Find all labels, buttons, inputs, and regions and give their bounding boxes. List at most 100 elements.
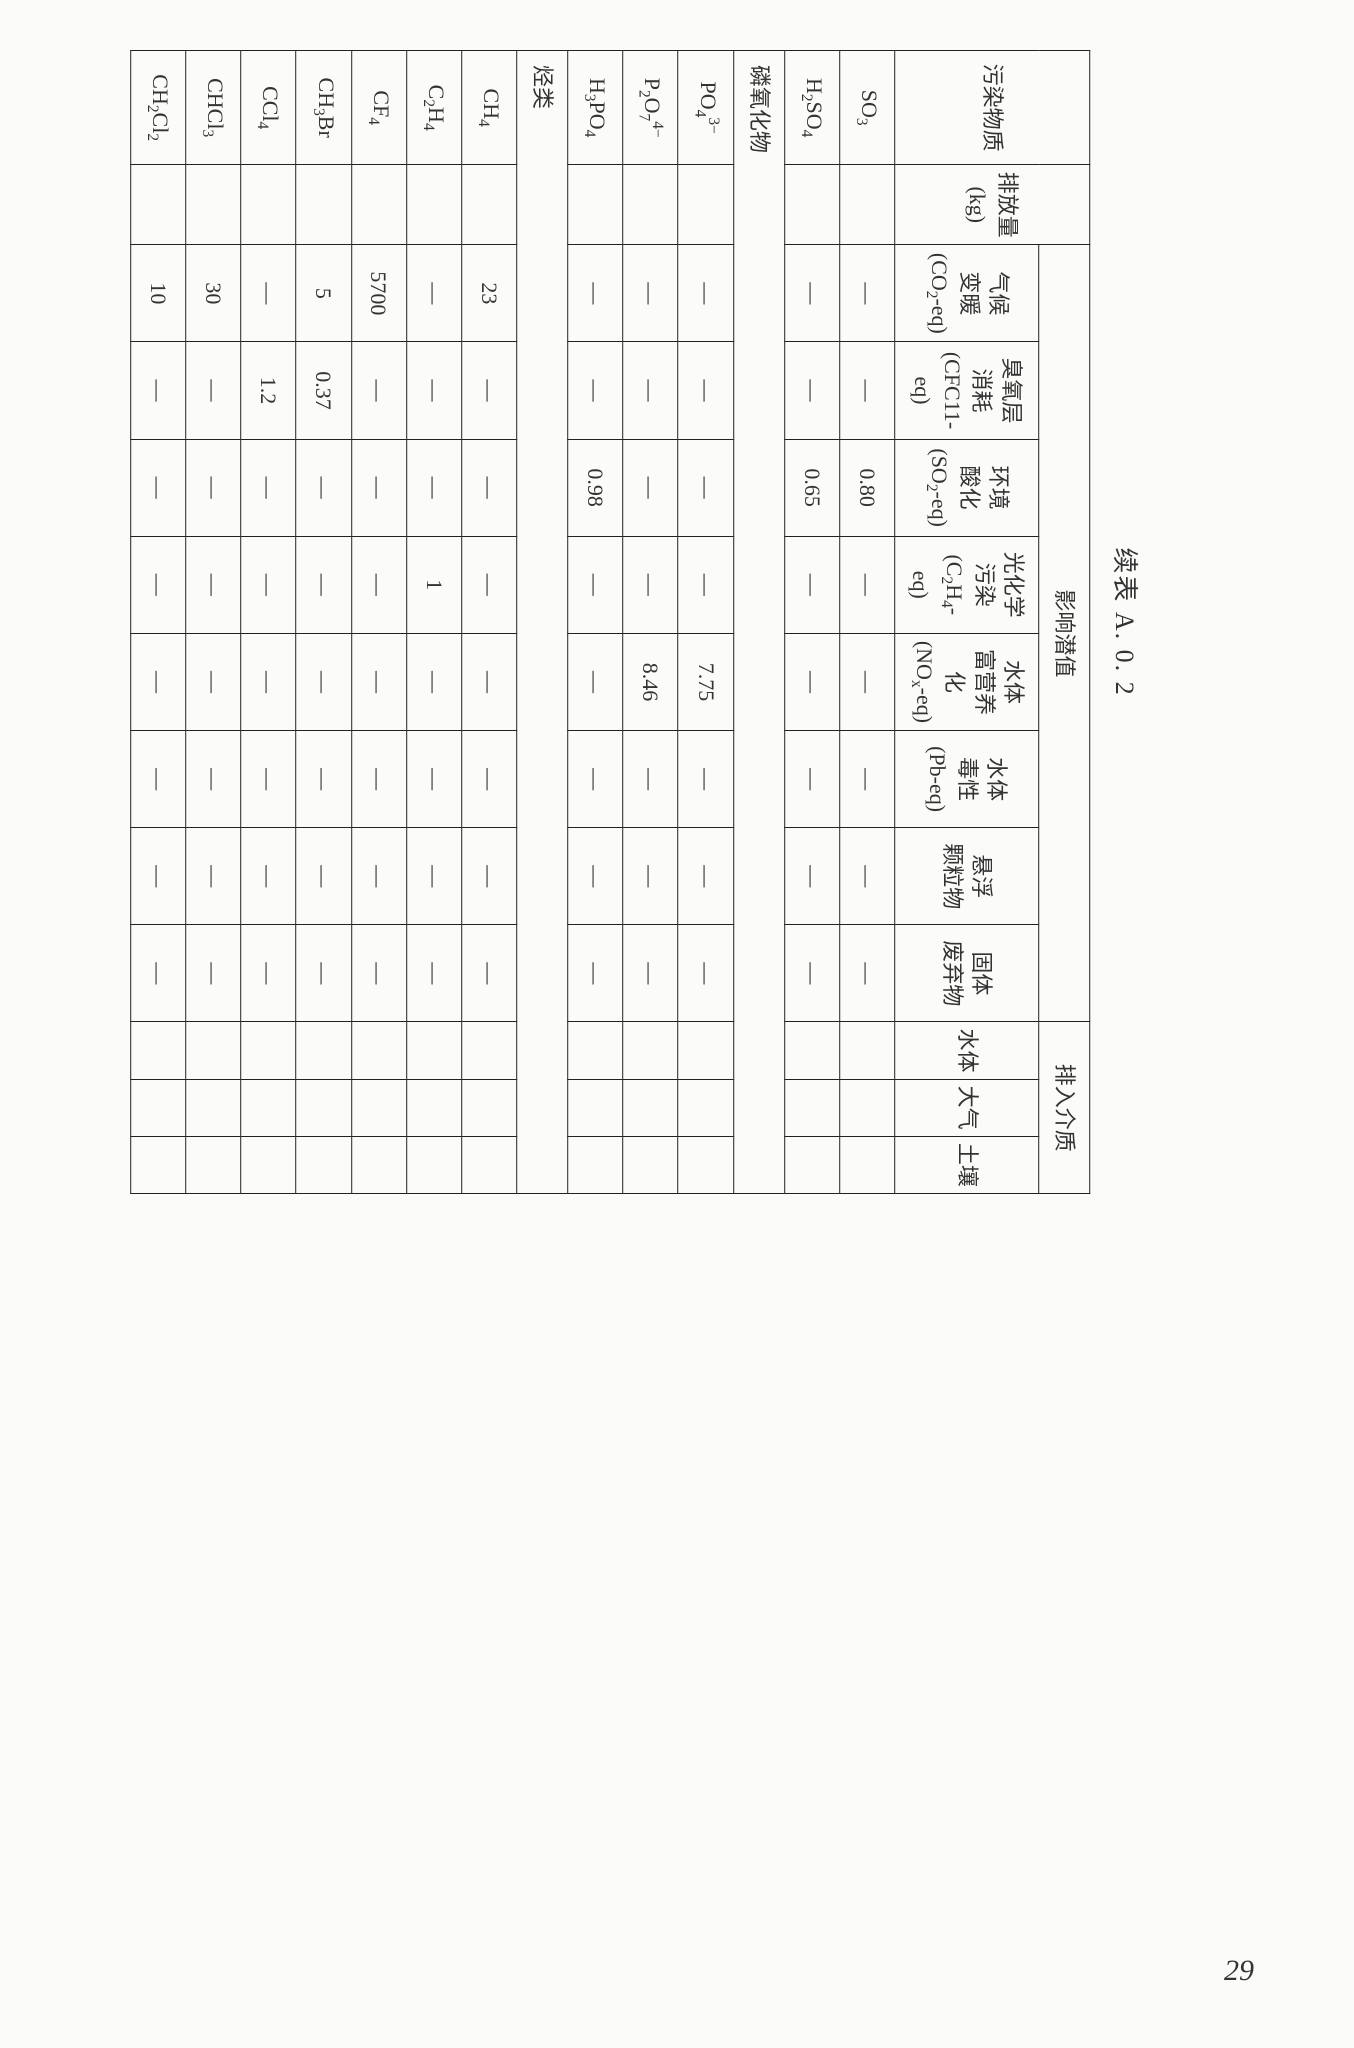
section-heading-row: 烃类 bbox=[517, 51, 568, 1194]
media-cell bbox=[623, 1079, 679, 1136]
page-content: 续表 A. 0. 2 污染物质 排放量 (kg) 影响潜值 排入介质 气候变暖(… bbox=[130, 50, 1155, 1194]
table-row: H3PO4——0.98————— bbox=[568, 51, 623, 1194]
impact-cell: — bbox=[241, 828, 296, 925]
col-media-group: 排入介质 bbox=[1039, 1022, 1090, 1194]
impact-cell: 8.46 bbox=[623, 633, 679, 730]
media-cell bbox=[840, 1136, 895, 1193]
impact-cell: — bbox=[131, 342, 186, 439]
media-cell bbox=[296, 1079, 351, 1136]
emission-value bbox=[406, 165, 461, 245]
impact-cell: — bbox=[462, 439, 517, 536]
impact-cell: — bbox=[568, 245, 623, 342]
impact-cell: — bbox=[296, 633, 351, 730]
emission-value bbox=[568, 165, 623, 245]
emission-value bbox=[131, 165, 186, 245]
table-row: P2O74−————8.46——— bbox=[623, 51, 679, 1194]
impact-cell: — bbox=[351, 828, 406, 925]
media-cell bbox=[131, 1079, 186, 1136]
section-heading-row: 磷氧化物 bbox=[734, 51, 785, 1194]
impact-cell: — bbox=[623, 439, 679, 536]
impact-cell: 5700 bbox=[351, 245, 406, 342]
media-cell bbox=[406, 1022, 461, 1079]
impact-cell: — bbox=[623, 925, 679, 1022]
col-emission: 排放量 (kg) bbox=[895, 165, 1090, 245]
media-cell bbox=[568, 1079, 623, 1136]
media-cell bbox=[296, 1022, 351, 1079]
impact-cell: — bbox=[406, 342, 461, 439]
impact-cell: — bbox=[186, 925, 241, 1022]
impact-cell: — bbox=[678, 439, 734, 536]
impact-cell: — bbox=[784, 633, 839, 730]
table-row: CHCl330——————— bbox=[186, 51, 241, 1194]
impact-cell: — bbox=[784, 731, 839, 828]
impact-cell: — bbox=[186, 342, 241, 439]
impact-cell: — bbox=[840, 925, 895, 1022]
impact-cell: — bbox=[678, 925, 734, 1022]
media-cell bbox=[462, 1079, 517, 1136]
impact-cell: — bbox=[296, 536, 351, 633]
impact-cell: 30 bbox=[186, 245, 241, 342]
section-heading: 烃类 bbox=[517, 51, 568, 1194]
impact-cell: — bbox=[296, 925, 351, 1022]
emission-value bbox=[241, 165, 296, 245]
emission-value bbox=[784, 165, 839, 245]
impact-cell: — bbox=[568, 828, 623, 925]
impact-cell: — bbox=[840, 633, 895, 730]
pollutant-name: CHCl3 bbox=[186, 51, 241, 165]
impact-cell: — bbox=[241, 731, 296, 828]
impact-cell: — bbox=[131, 925, 186, 1022]
impact-cell: — bbox=[678, 342, 734, 439]
impact-cell: — bbox=[241, 633, 296, 730]
pollutant-name: CF4 bbox=[351, 51, 406, 165]
impact-cell: — bbox=[784, 828, 839, 925]
media-cell bbox=[784, 1136, 839, 1193]
col-impact-6: 悬浮颗粒物 bbox=[895, 828, 1039, 925]
table-row: CH3Br50.37—————— bbox=[296, 51, 351, 1194]
impact-cell: 0.65 bbox=[784, 439, 839, 536]
impact-cell: — bbox=[186, 731, 241, 828]
impact-cell: — bbox=[351, 342, 406, 439]
page-number: 29 bbox=[1224, 1954, 1254, 1988]
impact-cell: — bbox=[784, 245, 839, 342]
impact-cell: — bbox=[840, 536, 895, 633]
impact-cell: — bbox=[462, 828, 517, 925]
col-pollutant: 污染物质 bbox=[895, 51, 1090, 165]
media-cell bbox=[840, 1079, 895, 1136]
impact-cell: — bbox=[351, 439, 406, 536]
impact-cell: — bbox=[678, 536, 734, 633]
col-impact-7: 固体废弃物 bbox=[895, 925, 1039, 1022]
table-row: PO43−————7.75——— bbox=[678, 51, 734, 1194]
impact-cell: — bbox=[462, 342, 517, 439]
impact-cell: — bbox=[840, 731, 895, 828]
table-row: C2H4———1———— bbox=[406, 51, 461, 1194]
table-body: SO3——0.80—————H2SO4——0.65—————磷氧化物PO43−—… bbox=[131, 51, 895, 1194]
emission-value bbox=[840, 165, 895, 245]
table-row: CH2Cl210——————— bbox=[131, 51, 186, 1194]
impact-cell: 1 bbox=[406, 536, 461, 633]
impact-cell: — bbox=[406, 731, 461, 828]
emission-unit: (kg) bbox=[965, 186, 990, 223]
emission-value bbox=[678, 165, 734, 245]
media-cell bbox=[623, 1022, 679, 1079]
impact-cell: — bbox=[784, 536, 839, 633]
impact-cell: — bbox=[131, 828, 186, 925]
impact-cell: — bbox=[351, 731, 406, 828]
pollutant-name: H2SO4 bbox=[784, 51, 839, 165]
impact-cell: — bbox=[784, 342, 839, 439]
pollutant-name: C2H4 bbox=[406, 51, 461, 165]
table-row: CF45700——————— bbox=[351, 51, 406, 1194]
impact-cell: — bbox=[406, 245, 461, 342]
impact-cell: — bbox=[462, 633, 517, 730]
media-cell bbox=[462, 1022, 517, 1079]
impact-cell: — bbox=[568, 342, 623, 439]
impact-cell: — bbox=[406, 439, 461, 536]
media-cell bbox=[784, 1079, 839, 1136]
media-cell bbox=[568, 1136, 623, 1193]
media-cell bbox=[186, 1136, 241, 1193]
impact-cell: — bbox=[241, 925, 296, 1022]
impact-cell: — bbox=[186, 439, 241, 536]
impact-cell: — bbox=[568, 536, 623, 633]
impact-cell: — bbox=[678, 245, 734, 342]
impact-cell: — bbox=[678, 828, 734, 925]
impact-cell: — bbox=[623, 245, 679, 342]
